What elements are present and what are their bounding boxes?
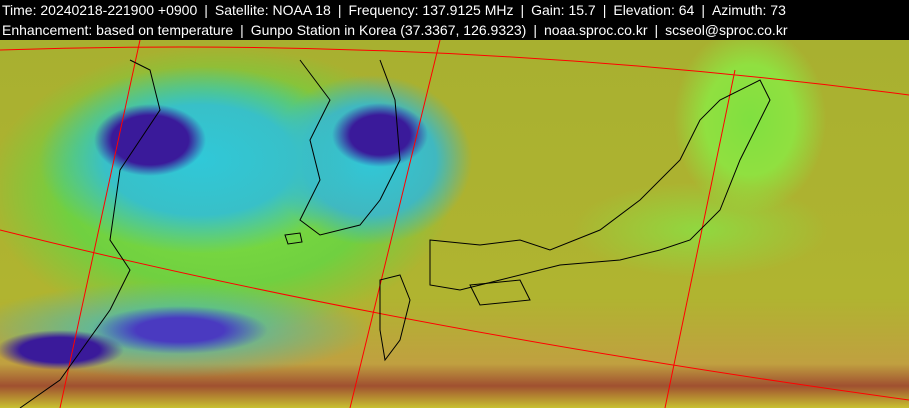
map-overlay: [0, 40, 909, 408]
info-header: Time: 20240218-221900 +0900 | Satellite: N…: [0, 0, 909, 40]
separator: |: [701, 2, 705, 18]
shikoku-coastline: [469, 279, 531, 306]
satellite-image: [0, 40, 909, 408]
separator: |: [204, 2, 208, 18]
separator: |: [602, 2, 607, 18]
elevation-label: Elevation: 64: [613, 2, 695, 18]
grid-latitude-line: [0, 229, 909, 401]
header-line-1: Time: 20240218-221900 +0900 | Satellite: N…: [2, 0, 909, 20]
coastlines: [19, 59, 771, 408]
time-label: Time: 20240218-221900 +0900: [2, 2, 198, 18]
separator: |: [654, 22, 659, 38]
grid-longitude-line: [59, 40, 141, 408]
grid-longitude-line: [349, 40, 441, 408]
gain-label: Gain: 15.7: [531, 2, 596, 18]
website-label: noaa.sproc.co.kr: [543, 22, 648, 38]
email-label: scseol@sproc.co.kr: [665, 22, 788, 38]
separator: |: [337, 2, 342, 18]
enhancement-label: Enhancement: based on temperature: [2, 22, 234, 38]
separator: |: [533, 22, 537, 38]
azimuth-label: Azimuth: 73: [711, 2, 786, 18]
lat-lon-grid: [0, 40, 909, 408]
jeju-coastline: [284, 232, 303, 245]
china-coastline: [19, 59, 161, 408]
grid-latitude-line: [0, 46, 909, 96]
station-label: Gunpo Station in Korea (37.3367, 126.932…: [250, 22, 527, 38]
japan-honshu-coastline: [429, 79, 771, 291]
separator: |: [240, 22, 244, 38]
kyushu-coastline: [379, 274, 411, 362]
satellite-label: Satellite: NOAA 18: [214, 2, 331, 18]
header-line-2: Enhancement: based on temperature | Gunpo …: [2, 20, 909, 40]
grid-longitude-line: [664, 69, 736, 408]
frequency-label: Frequency: 137.9125 MHz: [348, 2, 514, 18]
korea-coastline: [299, 59, 401, 236]
separator: |: [520, 2, 525, 18]
